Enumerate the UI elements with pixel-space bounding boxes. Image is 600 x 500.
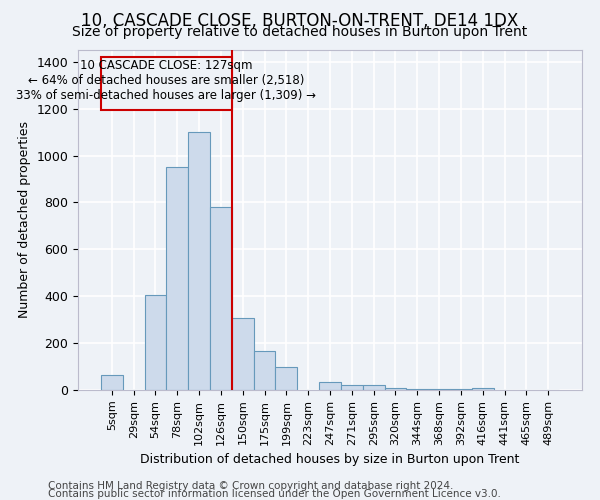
Bar [341,386,363,390]
Bar [472,388,494,390]
Bar [210,207,232,390]
Bar [232,318,254,390]
X-axis label: Distribution of detached houses by size in Burton upon Trent: Distribution of detached houses by size … [140,453,520,466]
Bar [450,389,472,390]
Text: 10, CASCADE CLOSE, BURTON-ON-TRENT, DE14 1DX: 10, CASCADE CLOSE, BURTON-ON-TRENT, DE14… [82,12,518,30]
Text: Contains public sector information licensed under the Open Government Licence v3: Contains public sector information licen… [48,489,501,499]
Y-axis label: Number of detached properties: Number of detached properties [18,122,31,318]
Bar [101,375,123,390]
Bar [406,389,428,390]
Bar [188,132,210,390]
Bar [275,366,297,390]
Text: 33% of semi-detached houses are larger (1,309) →: 33% of semi-detached houses are larger (… [16,89,316,102]
Text: ← 64% of detached houses are smaller (2,518): ← 64% of detached houses are smaller (2,… [28,74,305,87]
Text: Size of property relative to detached houses in Burton upon Trent: Size of property relative to detached ho… [73,25,527,39]
Text: Contains HM Land Registry data © Crown copyright and database right 2024.: Contains HM Land Registry data © Crown c… [48,481,454,491]
Bar [254,352,275,390]
Bar [166,167,188,390]
Bar [428,389,450,390]
Bar [319,382,341,390]
Bar [145,295,166,390]
Text: 10 CASCADE CLOSE: 127sqm: 10 CASCADE CLOSE: 127sqm [80,58,253,71]
FancyBboxPatch shape [101,57,232,110]
Bar [385,388,406,390]
Bar [363,386,385,390]
